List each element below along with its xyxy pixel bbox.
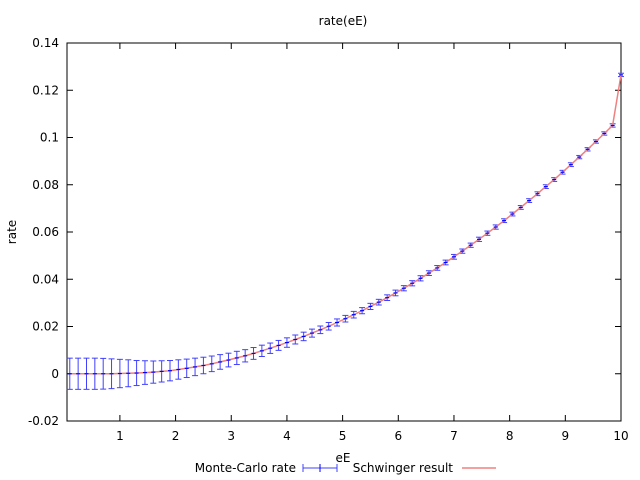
x-tick-label: 10 [613,429,628,443]
errorbar-layer [66,72,624,390]
legend-label-monte-carlo: Monte-Carlo rate [195,461,296,475]
x-tick-label: 7 [450,429,458,443]
x-tick-label: 1 [116,429,124,443]
x-tick-label: 8 [506,429,514,443]
legend-label-schwinger: Schwinger result [353,461,454,475]
y-tick-label: 0 [51,367,59,381]
legend: Monte-Carlo rate Schwinger result [195,461,496,475]
y-tick-label: 0.06 [32,225,59,239]
y-tick-label: 0.02 [32,320,59,334]
y-tick-label: 0.08 [32,178,59,192]
chart-title: rate(eE) [319,14,368,28]
line-layer [69,74,622,375]
x-axis-ticks: 1 2 3 4 5 6 7 8 9 10 [116,43,629,443]
y-axis-ticks: -0.02 0 0.02 0.04 0.06 0.08 0.1 0.12 0.14 [28,36,621,428]
y-tick-label: 0.12 [32,83,59,97]
point-layer [67,74,623,375]
legend-swatch-monte-carlo [302,464,338,472]
y-tick-label: 0.1 [40,131,59,145]
x-tick-label: 4 [283,429,291,443]
x-axis-label: eE [336,451,351,465]
x-tick-label: 2 [172,429,180,443]
schwinger-line [69,74,622,375]
x-tick-label: 9 [562,429,570,443]
x-tick-label: 6 [394,429,402,443]
y-tick-label: -0.02 [28,414,59,428]
y-tick-label: 0.04 [32,272,59,286]
y-tick-label: 0.14 [32,36,59,50]
plot-frame [66,42,622,422]
y-axis-label: rate [5,220,19,244]
x-tick-label: 3 [227,429,235,443]
x-tick-label: 5 [339,429,347,443]
